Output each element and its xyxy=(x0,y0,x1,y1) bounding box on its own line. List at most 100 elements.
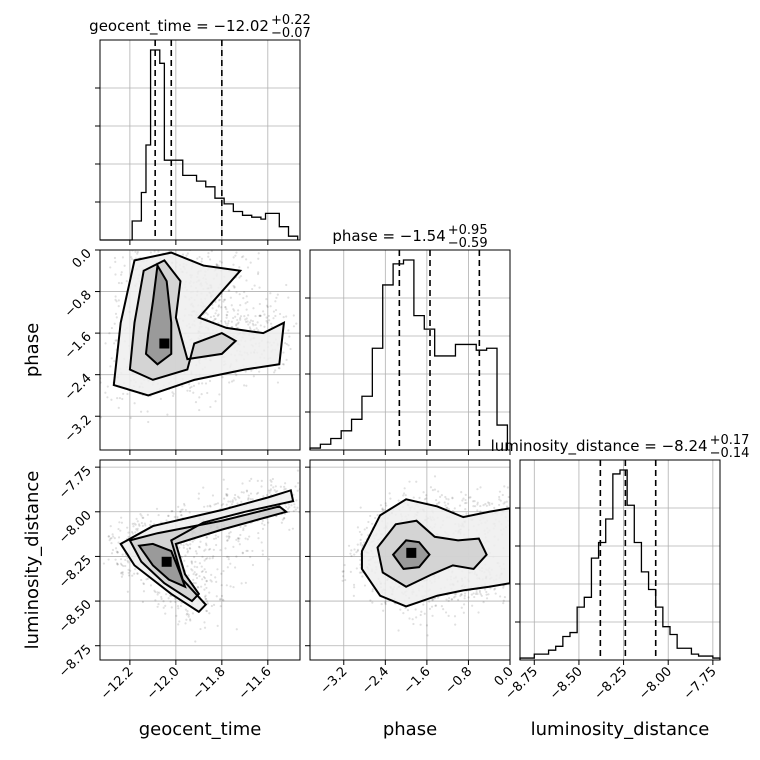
sample-point xyxy=(225,503,228,506)
sample-point xyxy=(134,523,137,526)
sample-point xyxy=(344,578,347,582)
sample-point xyxy=(234,498,237,501)
sample-point xyxy=(234,493,237,497)
sample-point xyxy=(232,309,236,312)
sample-point xyxy=(116,563,119,566)
sample-point xyxy=(115,300,118,303)
sample-point xyxy=(190,568,193,571)
sample-point xyxy=(493,588,496,591)
sample-point xyxy=(287,344,290,347)
sample-point xyxy=(455,592,458,595)
sample-point xyxy=(423,498,427,501)
sample-point xyxy=(374,516,377,520)
sample-point xyxy=(369,599,372,602)
sample-point xyxy=(444,504,447,507)
sample-point xyxy=(136,527,139,530)
sample-point xyxy=(199,627,202,631)
sample-point xyxy=(118,521,121,524)
sample-point xyxy=(157,235,159,237)
sample-point xyxy=(369,514,372,518)
sample-point xyxy=(114,298,117,301)
sample-point xyxy=(517,572,519,574)
sample-point xyxy=(170,606,173,609)
sample-point xyxy=(220,504,223,507)
sample-point xyxy=(384,601,387,604)
sample-point xyxy=(224,305,227,309)
sample-point xyxy=(185,613,188,616)
sample-point xyxy=(236,313,239,316)
sample-point xyxy=(224,306,227,309)
sample-point xyxy=(353,586,356,589)
sample-point xyxy=(476,488,479,491)
sample-point xyxy=(126,590,129,593)
sample-point xyxy=(239,533,242,537)
panel-frame xyxy=(99,39,301,241)
sample-point xyxy=(408,617,411,620)
sample-point xyxy=(267,314,270,318)
sample-point xyxy=(484,502,487,506)
sample-point xyxy=(397,499,400,502)
sample-point xyxy=(226,539,229,542)
sample-point xyxy=(431,614,434,617)
sample-point xyxy=(498,495,501,499)
density-peak xyxy=(406,547,417,558)
sample-point xyxy=(464,507,467,511)
sample-point xyxy=(196,565,199,569)
sample-point xyxy=(224,320,227,323)
sample-point xyxy=(415,480,418,483)
sample-point xyxy=(184,608,188,611)
sample-point xyxy=(225,494,228,497)
sample-point xyxy=(236,495,240,498)
sample-point xyxy=(210,604,213,608)
sample-point xyxy=(216,314,219,317)
panel-frame xyxy=(309,249,511,451)
sample-point xyxy=(474,505,477,508)
contour-line xyxy=(128,505,289,603)
hist-panel-phase xyxy=(305,249,511,455)
sample-point xyxy=(229,531,232,534)
sample-point xyxy=(274,490,278,493)
y-tick-label: −8.25 xyxy=(56,553,95,592)
sample-point xyxy=(203,549,206,552)
sample-point xyxy=(191,612,195,615)
sample-point xyxy=(259,324,262,327)
sample-point xyxy=(205,609,209,613)
title-plus-error: +0.22 xyxy=(271,13,311,28)
sample-point xyxy=(225,313,228,316)
x-axis-label-phase: phase xyxy=(383,719,437,740)
sample-point xyxy=(451,497,454,500)
sample-point xyxy=(251,563,255,567)
sample-point xyxy=(205,586,208,590)
sample-point xyxy=(204,548,207,551)
sample-point xyxy=(279,485,282,488)
sample-point xyxy=(109,266,112,269)
sample-point xyxy=(371,522,374,525)
sample-point xyxy=(186,609,189,613)
sample-point xyxy=(195,552,198,555)
sample-point xyxy=(244,581,247,584)
sample-point xyxy=(294,485,297,488)
sample-point xyxy=(195,576,199,580)
sample-point xyxy=(515,561,517,563)
x-tick-label: −0.8 xyxy=(442,664,475,697)
sample-point xyxy=(376,513,379,517)
sample-point xyxy=(114,312,118,315)
panel-content xyxy=(100,235,300,450)
sample-point xyxy=(430,605,434,608)
sample-point xyxy=(165,519,168,522)
sample-point xyxy=(229,500,232,503)
sample-point xyxy=(196,585,199,589)
sample-point xyxy=(117,541,120,544)
sample-point xyxy=(445,598,448,601)
sample-point xyxy=(230,503,234,506)
sample-point xyxy=(464,493,467,496)
sample-point xyxy=(282,351,285,354)
sample-point xyxy=(381,507,384,510)
y-tick-label: −8.50 xyxy=(56,597,95,636)
panels-layer xyxy=(95,39,721,665)
sample-point xyxy=(235,324,238,327)
x-axis-label-geocent_time: geocent_time xyxy=(139,719,262,740)
sample-point xyxy=(154,599,157,602)
sample-point xyxy=(148,523,152,527)
